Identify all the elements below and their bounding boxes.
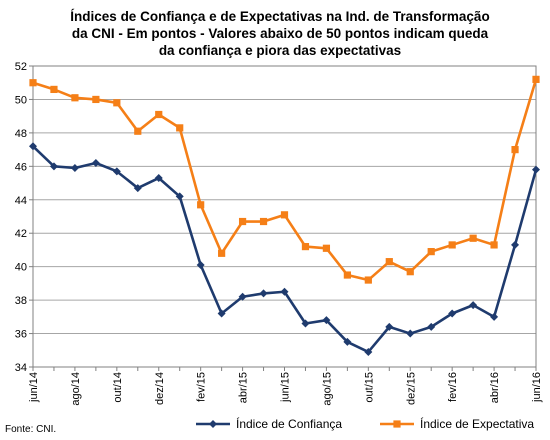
chart-title: Índices de Confiança e de Expectativas n…: [70, 9, 489, 58]
data-point: [280, 287, 289, 296]
y-tick-label: 40: [15, 262, 27, 274]
axes: [29, 65, 537, 371]
y-tick-label: 38: [15, 295, 27, 307]
y-tick-label: 50: [15, 94, 27, 106]
data-point: [469, 234, 477, 242]
data-point: [322, 244, 331, 252]
data-point: [133, 184, 142, 193]
data-point: [301, 319, 310, 328]
data-point: [155, 110, 163, 119]
data-point: [175, 192, 184, 201]
data-point: [238, 292, 247, 301]
x-tick-label: out/15: [363, 372, 375, 403]
data-point: [427, 322, 436, 331]
y-tick-label: 44: [15, 195, 27, 207]
data-point: [29, 79, 37, 87]
data-point: [217, 309, 226, 318]
data-point: [469, 301, 478, 310]
x-tick-label: fev/15: [196, 372, 208, 402]
data-point: [406, 268, 414, 276]
legend-marker: [393, 420, 401, 428]
x-tick-label: jun/14: [28, 372, 40, 403]
data-point: [218, 249, 226, 257]
data-point: [406, 329, 415, 338]
y-tick-label: 48: [15, 128, 27, 140]
data-point: [364, 347, 373, 356]
legend: Índice de Confiança Índice de Expectativa: [196, 416, 534, 431]
legend-marker: [209, 420, 217, 428]
legend-item-2: Índice de Expectativa: [380, 416, 534, 431]
data-point: [113, 99, 121, 107]
legend-item-1: Índice de Confiança: [196, 416, 342, 431]
y-tick-label: 34: [15, 362, 27, 374]
data-point: [385, 322, 394, 331]
data-point: [49, 162, 58, 171]
data-point: [197, 201, 205, 209]
series-line-2: [32, 79, 538, 282]
series-1: [29, 142, 540, 356]
series-line-1: [32, 145, 538, 354]
source-note: Fonte: CNI.: [5, 424, 56, 435]
data-point: [490, 241, 498, 249]
data-point: [322, 316, 331, 325]
data-point: [448, 241, 456, 249]
data-point: [301, 243, 310, 251]
data-point: [364, 276, 372, 284]
data-point: [112, 167, 121, 176]
x-tick-label: ago/15: [321, 372, 333, 406]
data-point: [196, 260, 205, 269]
x-tick-label: fev/16: [447, 372, 459, 402]
series-2: [29, 75, 540, 284]
data-point: [532, 75, 540, 83]
data-point: [511, 146, 519, 154]
y-tick-label: 42: [15, 228, 27, 240]
data-point: [511, 240, 520, 249]
title-line-2: da CNI - Em pontos - Valores abaixo de 5…: [72, 26, 489, 41]
data-point: [343, 271, 351, 279]
data-point: [343, 337, 352, 346]
legend-label: Índice de Expectativa: [420, 416, 534, 431]
data-point: [92, 95, 100, 104]
data-point: [29, 142, 37, 151]
x-tick-labels: jun/14 ago/14 out/14 dez/14 fev/15 abr/15 jun/…: [28, 372, 543, 406]
data-point: [385, 258, 393, 266]
data-point: [259, 217, 268, 226]
y-tick-label: 46: [15, 161, 27, 173]
x-tick-label: dez/15: [405, 372, 417, 405]
data-point: [238, 217, 247, 226]
data-point: [70, 164, 79, 173]
y-tick-label: 52: [15, 61, 27, 73]
data-point: [176, 124, 184, 132]
data-point: [532, 165, 540, 174]
data-point: [50, 85, 58, 94]
x-tick-label: abr/16: [489, 372, 501, 403]
title-line-3: da confiança e piora das expectativas: [159, 43, 401, 58]
data-point: [71, 94, 79, 102]
x-tick-label: abr/15: [238, 372, 250, 403]
data-point: [280, 211, 289, 219]
data-point: [427, 248, 435, 256]
x-tick-label: jun/16: [531, 372, 543, 403]
data-point: [134, 127, 142, 135]
x-tick-label: jun/15: [280, 372, 292, 403]
data-point: [490, 312, 499, 321]
x-tick-label: dez/14: [154, 372, 166, 405]
x-tick-label: out/14: [112, 372, 124, 403]
series-group: [29, 75, 540, 356]
data-point: [91, 158, 100, 167]
data-point: [448, 309, 457, 318]
title-line-1: Índices de Confiança e de Expectativas n…: [70, 9, 489, 24]
legend-label: Índice de Confiança: [236, 416, 342, 431]
data-point: [154, 174, 163, 183]
y-tick-labels: 34 36 38 40 42 44 46 48 50 52: [15, 61, 27, 374]
x-tick-label: ago/14: [70, 372, 82, 406]
y-tick-label: 36: [15, 329, 27, 341]
data-point: [259, 289, 268, 298]
